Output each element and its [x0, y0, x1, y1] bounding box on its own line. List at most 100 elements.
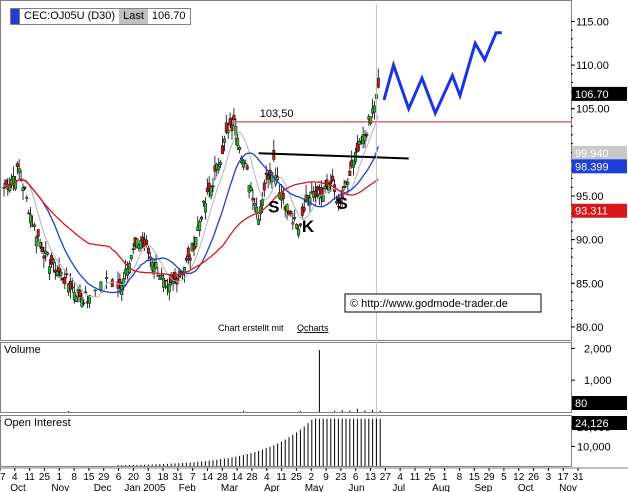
date-tick-label: 13 [365, 472, 377, 483]
candle-body [316, 186, 319, 191]
date-tick-label: 6 [353, 472, 359, 483]
candle-body [173, 272, 177, 280]
candle-body [211, 185, 215, 188]
moving-average-slow [3, 178, 379, 276]
date-tick-label: 11 [24, 472, 35, 483]
candle-body [188, 257, 192, 261]
date-tick-label: 31 [172, 472, 184, 483]
date-tick-label: 5 [501, 472, 507, 483]
candle-body [323, 185, 327, 190]
candle-body [156, 275, 160, 277]
volume-title: Volume [4, 344, 41, 356]
candle-body [222, 138, 226, 143]
date-tick-label: 27 [0, 472, 6, 483]
date-tick-label: 29 [98, 472, 110, 483]
date-tick-label: 27 [380, 472, 392, 483]
candle-body [167, 283, 171, 293]
candle-body [365, 133, 369, 136]
candle-body [4, 179, 8, 185]
candle-body [59, 271, 63, 276]
candle-body [221, 145, 224, 154]
price-panel-frame [0, 0, 572, 341]
candle-body [321, 195, 325, 202]
candle-body [319, 187, 323, 197]
candle-body [63, 277, 67, 284]
candle-body [186, 247, 190, 257]
candle-body [122, 278, 126, 288]
candle-body [118, 278, 122, 285]
volume-tag [572, 396, 627, 410]
candle-body [44, 250, 48, 254]
candle-body [355, 142, 359, 152]
month-label: Oct [518, 483, 534, 492]
month-label: Sep [474, 483, 492, 492]
price-tick-label: 105.00 [576, 104, 610, 116]
candle-body [376, 77, 380, 88]
candle-body [110, 279, 114, 288]
candle-body [373, 105, 376, 113]
candle-body [224, 122, 228, 133]
candle-body [357, 140, 361, 145]
candle-body [139, 240, 143, 249]
date-tick-label: 18 [157, 472, 169, 483]
candle-body [342, 185, 346, 188]
pattern-label: S [337, 194, 348, 213]
month-label: May [305, 483, 324, 492]
candle-body [293, 217, 297, 219]
date-tick-label: 20 [128, 472, 140, 483]
candle-body [291, 222, 295, 225]
candle-body [65, 273, 69, 276]
candle-body [200, 216, 204, 220]
candle-body [99, 281, 103, 290]
candle-body [228, 118, 232, 125]
candle-body [352, 159, 356, 168]
candle-body [88, 295, 91, 304]
date-tick-label: 25 [424, 472, 436, 483]
candle-body [329, 180, 333, 185]
candle-body [209, 186, 213, 197]
candle-body [82, 302, 86, 305]
month-label: Jan 2005 [124, 483, 166, 492]
date-tick-label: 26 [528, 472, 540, 483]
candle-body [230, 124, 234, 132]
candle-body [331, 175, 335, 181]
candle-body [219, 162, 223, 165]
candle-body [236, 137, 240, 146]
date-tick-label: 31 [572, 472, 584, 483]
date-tick-label: 14 [232, 472, 244, 483]
date-tick-label: 1 [57, 472, 63, 483]
candle-body [131, 248, 135, 250]
date-tick-label: 8 [457, 472, 463, 483]
candle-body [262, 182, 266, 191]
date-tick-label: 4 [12, 472, 18, 483]
price-tag-label: 98.399 [575, 161, 609, 173]
chart-credit-link: Qcharts [297, 323, 329, 333]
date-tick-label: 2 [308, 472, 314, 483]
date-tick-label: 11 [410, 472, 421, 483]
candle-body [232, 114, 236, 121]
candle-body [297, 228, 300, 236]
month-label: Dec [94, 483, 112, 492]
candle-body [251, 197, 255, 201]
date-tick-label: 12 [513, 472, 525, 483]
candle-body [69, 280, 72, 290]
candle-body [17, 168, 21, 173]
candle-body [148, 256, 152, 259]
forecast-path [382, 31, 502, 117]
date-tick-label: 15 [469, 472, 481, 483]
date-tick-label: 28 [246, 472, 258, 483]
volume-tick-label: 2,000 [584, 343, 612, 355]
candle-body [226, 129, 230, 134]
date-tick-label: 6 [116, 472, 122, 483]
candle-body [48, 266, 52, 275]
candle-body [70, 286, 74, 289]
candle-body [32, 224, 36, 227]
candle-body [158, 277, 162, 280]
pattern-label: S [268, 198, 279, 217]
candle-body [160, 274, 164, 277]
candle-body [285, 204, 289, 212]
candle-body [192, 244, 196, 250]
candle-body [202, 200, 205, 203]
oi-panel-frame [0, 415, 572, 467]
candle-body [194, 236, 198, 247]
